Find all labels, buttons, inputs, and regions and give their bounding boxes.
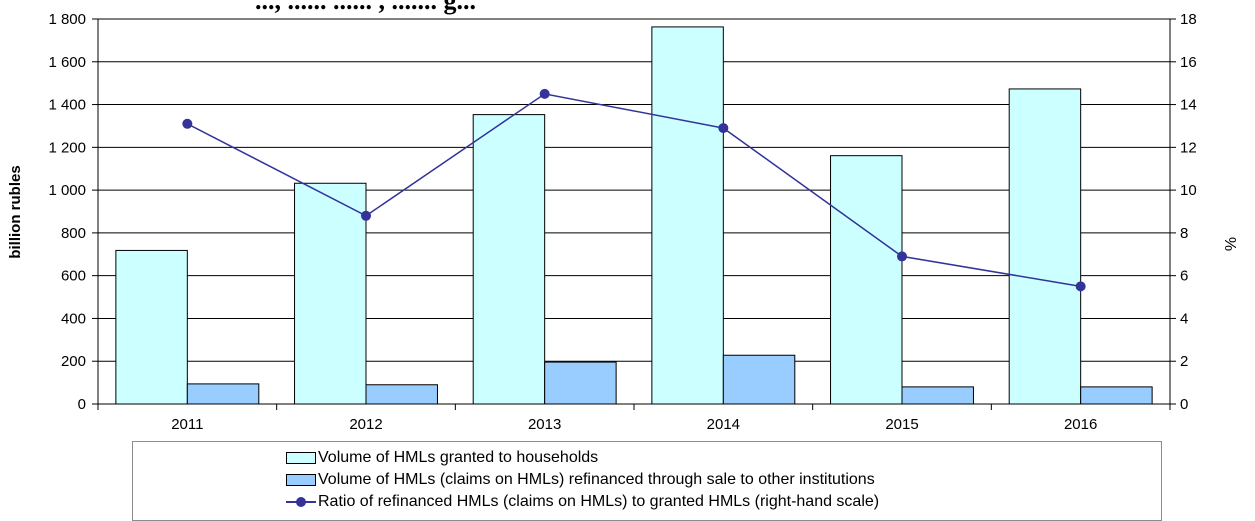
y2-tick-label: 8 [1180,225,1188,242]
legend-item-granted: Volume of HMLs granted to households [286,449,598,467]
chart-title: ..., ...... ...... , ....... g... [255,0,476,15]
ratio-point [897,251,907,262]
bar-granted [294,182,367,405]
bar-granted [1008,88,1082,405]
y-tick-label: 600 [61,268,86,285]
ratio-point [718,123,729,134]
legend-swatch-granted [286,452,316,464]
x-tick-label: 2016 [1064,416,1097,433]
y-tick-label: 1 400 [48,97,86,114]
y-tick-label: 800 [61,225,86,242]
bar-refinanced [901,386,974,405]
legend-label-granted: Volume of HMLs granted to households [318,449,599,466]
legend-item-refinanced: Volume of HMLs (claims on HMLs) refinanc… [286,471,875,489]
y-axis-label: billion rubles [7,165,24,258]
y2-axis-label: % [1223,237,1240,251]
legend-item-ratio: Ratio of refinanced HMLs (claims on HMLs… [286,493,879,511]
legend-swatch-refinanced [286,474,316,486]
y-tick-label: 200 [61,353,86,370]
ratio-point [1075,281,1086,292]
y2-tick-label: 4 [1180,310,1188,327]
ratio-point [361,210,371,221]
y2-tick-label: 16 [1180,54,1197,71]
bar-refinanced [186,383,260,405]
bar-refinanced [722,354,796,405]
y2-tick-label: 0 [1180,396,1188,413]
y2-tick-label: 2 [1180,353,1188,370]
x-tick-label: 2011 [171,416,203,433]
axes [92,18,1176,410]
y2-tick-label: 14 [1180,97,1197,114]
bar-granted [651,26,724,405]
bar-refinanced [544,361,617,405]
y2-tick-label: 18 [1180,11,1197,28]
x-tick-label: 2014 [707,416,740,433]
y2-tick-label: 12 [1180,139,1197,156]
bar-refinanced [365,384,438,405]
y-tick-label: 0 [78,396,86,413]
legend-label-ratio: Ratio of refinanced HMLs (claims on HMLs… [318,493,880,510]
ratio-line-series [182,88,1086,292]
x-tick-label: 2013 [528,416,561,433]
bar-granted [472,114,546,405]
ratio-line [186,93,1081,288]
gridlines [98,18,1170,362]
y2-tick-label: 10 [1180,182,1197,199]
y-tick-label: 1 200 [48,139,86,156]
ratio-point [539,88,550,99]
tick-labels: 0 200 400 600 800 1 000 1 200 1 400 1 600 1 800 0 2… [48,11,1196,433]
x-tick-label: 2012 [349,416,382,433]
bar-granted [115,249,188,405]
y2-tick-label: 6 [1180,268,1188,285]
legend-label-refinanced: Volume of HMLs (claims on HMLs) refinanc… [318,471,875,488]
ratio-point [182,118,193,129]
y-tick-label: 400 [61,310,86,327]
y-tick-label: 1 600 [48,54,86,71]
bar-refinanced [1080,386,1153,405]
y-tick-label: 1 800 [48,11,86,28]
legend-swatch-ratio [286,495,316,509]
y-tick-label: 1 000 [48,182,86,199]
x-tick-label: 2015 [885,416,918,433]
bar-granted [830,155,903,405]
bars [115,26,1153,405]
